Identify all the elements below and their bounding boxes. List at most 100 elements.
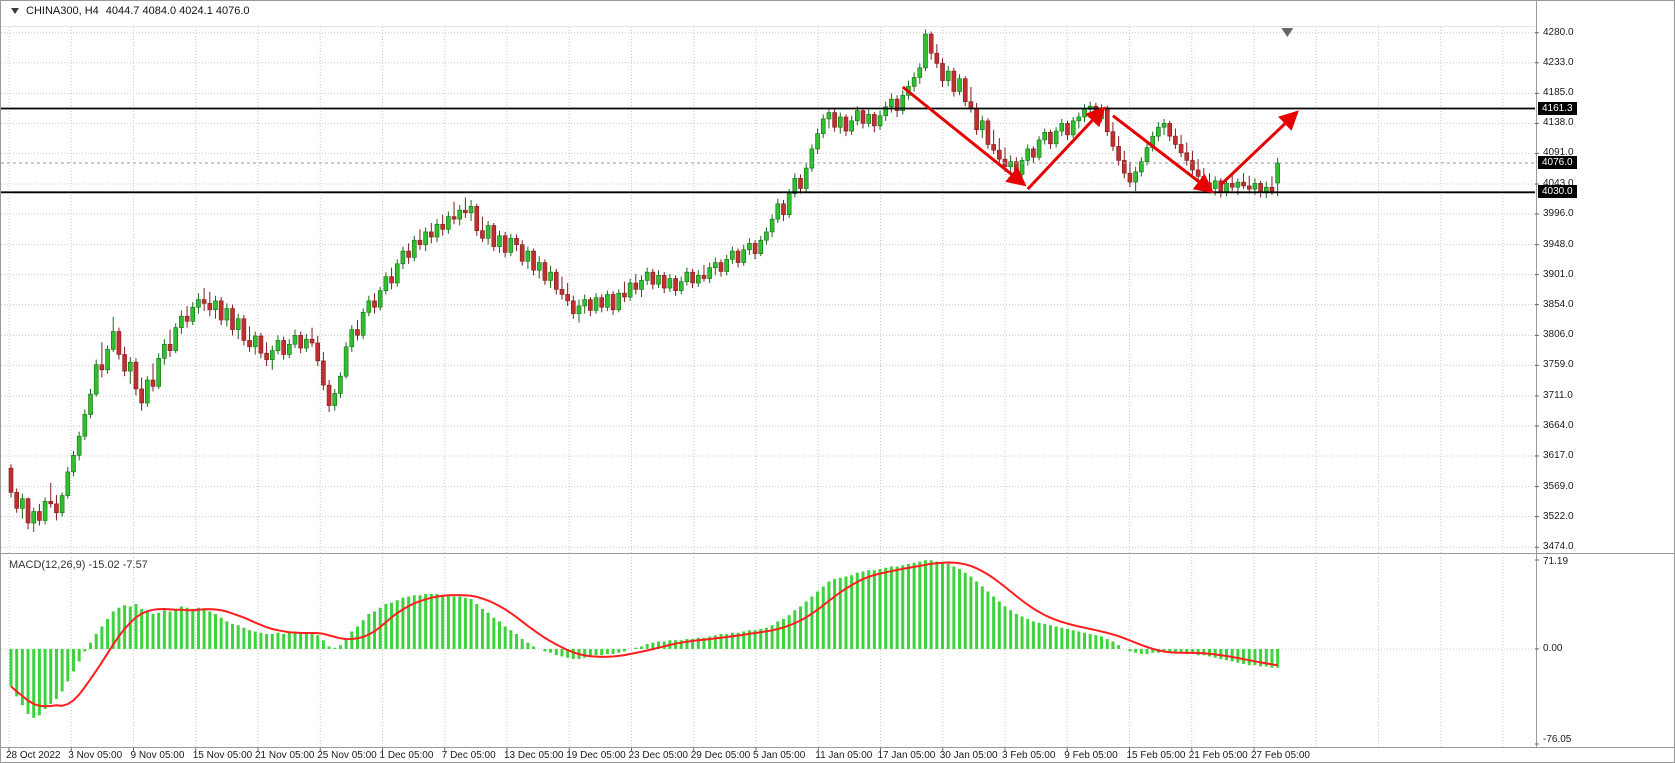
candle [605, 290, 610, 312]
candle [695, 270, 701, 287]
candle [1082, 104, 1087, 123]
candle [235, 313, 241, 340]
candle [593, 293, 599, 314]
time-tick-label: 3 Nov 05:00 [68, 750, 123, 761]
candle [150, 363, 156, 392]
candle [59, 492, 65, 517]
candle [809, 144, 815, 172]
candle [190, 302, 196, 326]
candle [65, 466, 71, 499]
candle [451, 201, 457, 225]
price-tick-label: 3806.0 [1543, 329, 1574, 341]
candle [241, 314, 247, 346]
candle [571, 295, 576, 319]
trend-arrow-down[interactable] [1112, 114, 1215, 194]
candle [434, 219, 440, 243]
price-tag[interactable]: 4076.0 [1538, 155, 1577, 169]
time-tick-label: 13 Dec 05:00 [504, 750, 564, 761]
candle [610, 291, 616, 315]
candle [678, 276, 684, 295]
ohlc-readout: 4044.7 4084.0 4024.1 4076.0 [105, 5, 250, 17]
candle [1053, 127, 1059, 148]
candle [860, 108, 866, 129]
trend-arrows[interactable] [901, 85, 1299, 194]
candle [360, 308, 366, 340]
candle [962, 76, 968, 107]
candle [985, 118, 991, 149]
candle [519, 240, 525, 266]
candle [775, 198, 781, 223]
candle [485, 221, 491, 245]
candle [741, 244, 747, 266]
candle [71, 450, 76, 477]
candle [304, 334, 309, 352]
candle [383, 272, 389, 295]
price-tick-label: 4091.0 [1543, 147, 1574, 159]
candle [894, 95, 900, 118]
candle [1059, 118, 1065, 137]
candle [162, 339, 167, 365]
candle [979, 115, 985, 139]
candle [883, 101, 889, 121]
collapse-arrow-icon[interactable] [11, 8, 19, 14]
candle [394, 259, 400, 287]
chart-shift-marker-icon[interactable] [1281, 28, 1294, 37]
candle [735, 248, 741, 268]
candle [377, 286, 383, 311]
time-axis[interactable]: 28 Oct 2022 3 Nov 05:00 9 Nov 05:00 15 Nov … [1, 747, 1674, 762]
candle [1042, 128, 1048, 145]
candle [502, 231, 508, 258]
trend-arrow-up[interactable] [1026, 106, 1106, 191]
candle [542, 259, 548, 285]
price-tick-label: 4280.0 [1543, 26, 1574, 38]
candle [287, 339, 292, 359]
candle [179, 310, 184, 335]
candle [667, 274, 673, 292]
price-tick-label: 4233.0 [1543, 56, 1574, 68]
candle [76, 431, 82, 461]
price-axis[interactable]: 4280.0 4233.0 4185.0 4138.0 4091.0 4043.0 3996… [1538, 1, 1674, 747]
candle [491, 222, 497, 252]
candle [1241, 173, 1246, 190]
candle [1229, 174, 1235, 192]
trend-arrow-up[interactable] [1219, 110, 1299, 186]
price-tick-label: 3759.0 [1543, 359, 1574, 371]
candle [792, 173, 798, 198]
candle [8, 464, 14, 498]
candle [1173, 128, 1178, 149]
candle [1065, 120, 1070, 140]
candle [139, 377, 144, 411]
candle [730, 246, 735, 264]
time-tick-label: 9 Nov 05:00 [130, 750, 185, 761]
price-tick-label: 3569.0 [1543, 480, 1574, 492]
candle [411, 235, 417, 262]
candle [877, 110, 883, 130]
candle [957, 74, 962, 96]
macd-tick-label: 0.00 [1543, 642, 1563, 654]
candle [1258, 180, 1263, 198]
candle [298, 331, 303, 354]
time-tick-label: 15 Nov 05:00 [192, 750, 253, 761]
candle [701, 265, 707, 282]
candle [54, 494, 59, 521]
time-tick-label: 17 Jan 05:00 [877, 750, 936, 761]
time-tick-label: 21 Nov 05:00 [255, 750, 315, 761]
candle [93, 359, 99, 397]
candle [718, 259, 724, 277]
candle [713, 257, 718, 276]
price-tag[interactable]: 4030.0 [1538, 185, 1577, 199]
candle [1031, 146, 1036, 164]
candle [997, 138, 1002, 164]
candle [25, 497, 31, 530]
price-tick-label: 3711.0 [1543, 389, 1573, 401]
price-tick-label: 3948.0 [1543, 238, 1574, 250]
price-tag[interactable]: 4161.3 [1538, 101, 1577, 115]
candle [650, 268, 656, 290]
candle [820, 114, 826, 139]
trend-arrow-down[interactable] [901, 85, 1027, 187]
time-tick-label: 11 Jan 05:00 [815, 750, 873, 761]
candle [1156, 122, 1161, 142]
candle [1167, 120, 1173, 142]
candle [940, 58, 945, 88]
